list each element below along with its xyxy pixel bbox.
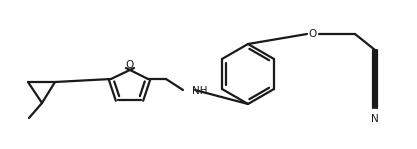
Text: NH: NH <box>192 86 208 96</box>
Text: N: N <box>371 114 379 124</box>
Text: O: O <box>126 60 134 70</box>
Text: O: O <box>309 29 317 39</box>
